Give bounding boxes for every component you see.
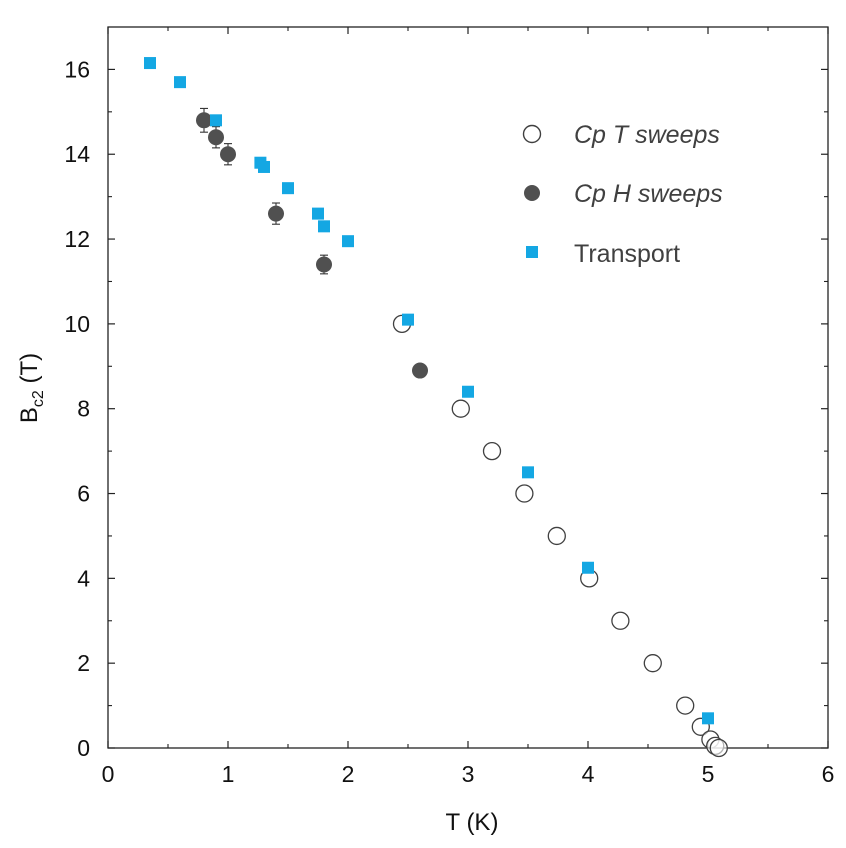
y-tick-label: 8 [77,396,90,422]
cp-t-point [676,696,695,715]
y-axis-title-main: B [16,407,43,423]
error-bars [200,107,424,377]
legend-marker-cp-h [524,185,540,201]
y-tick-label: 12 [64,226,90,252]
cp-h-point [208,129,224,146]
cp-t-point [451,399,470,418]
x-tick-label: 2 [342,761,355,787]
transport-point [144,57,156,70]
y-tick-labels: 0 2 4 6 8 10 12 14 16 [64,56,90,761]
x-tick-label: 5 [702,761,715,787]
transport-point [702,712,714,725]
cp-h-point [412,362,428,379]
x-tick-label: 0 [102,761,115,787]
legend: Cp T sweeps Cp H sweeps Transport [522,121,723,268]
x-tick-label: 6 [822,761,835,787]
legend-marker-cp-t [522,124,542,144]
cp-t-point [643,654,662,673]
cp-t-point [611,611,630,630]
transport-point [258,160,270,173]
transport-point [402,313,414,326]
cp-h-point [220,146,236,163]
legend-label-cp-h: Cp H sweeps [574,180,723,208]
transport-point [282,182,294,195]
y-axis-title: Bc2 (T) [16,353,47,423]
transport-point [342,235,354,248]
axis-ticks [107,27,829,749]
x-tick-labels: 0 1 2 3 4 5 6 [102,761,835,787]
transport-point [462,385,474,398]
x-tick-label: 1 [222,761,235,787]
cp-t-point [547,526,566,546]
legend-marker-transport [526,246,538,258]
y-tick-label: 14 [64,141,90,167]
cp-t-point [515,484,534,503]
legend-label-transport: Transport [574,240,680,268]
transport-point [210,114,222,127]
y-axis-title-sub: c2 [30,390,47,407]
cp-h-point [268,205,284,222]
legend-label-cp-t: Cp T sweeps [574,121,720,149]
x-tick-label: 3 [462,761,475,787]
y-tick-label: 2 [77,650,90,676]
y-tick-label: 0 [77,735,90,761]
y-tick-label: 6 [77,481,90,507]
transport-point [174,76,186,89]
transport-point [582,561,594,574]
data-markers [144,57,728,758]
cp-h-point [316,256,332,273]
y-tick-label: 10 [64,311,90,337]
x-axis-title: T (K) [446,809,499,836]
y-tick-label: 16 [64,56,90,82]
transport-point [522,466,534,479]
cp-t-point [482,441,502,461]
transport-point [312,207,324,220]
x-tick-label: 4 [582,761,595,787]
y-tick-label: 4 [77,565,90,591]
cp-t-point [709,738,728,758]
cp-h-point [196,112,212,129]
y-axis-title-unit: (T) [16,353,43,390]
transport-point [318,220,330,233]
